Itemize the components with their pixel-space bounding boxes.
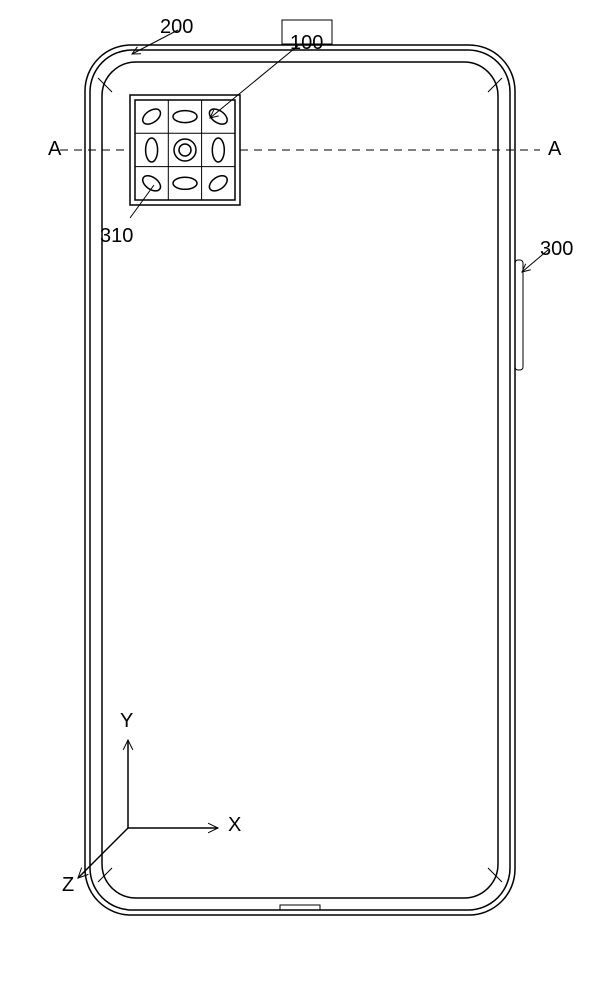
axis-label-x: X <box>228 814 241 837</box>
callout-100: 100 <box>290 32 323 55</box>
callout-300: 300 <box>540 238 573 261</box>
axis-label-y: Y <box>120 710 133 733</box>
callout-200: 200 <box>160 16 193 39</box>
section-label-left: A <box>48 138 61 161</box>
diagram-svg <box>0 0 603 1000</box>
section-label-right: A <box>548 138 561 161</box>
axis-label-z: Z <box>62 874 74 897</box>
callout-310: 310 <box>100 225 133 248</box>
